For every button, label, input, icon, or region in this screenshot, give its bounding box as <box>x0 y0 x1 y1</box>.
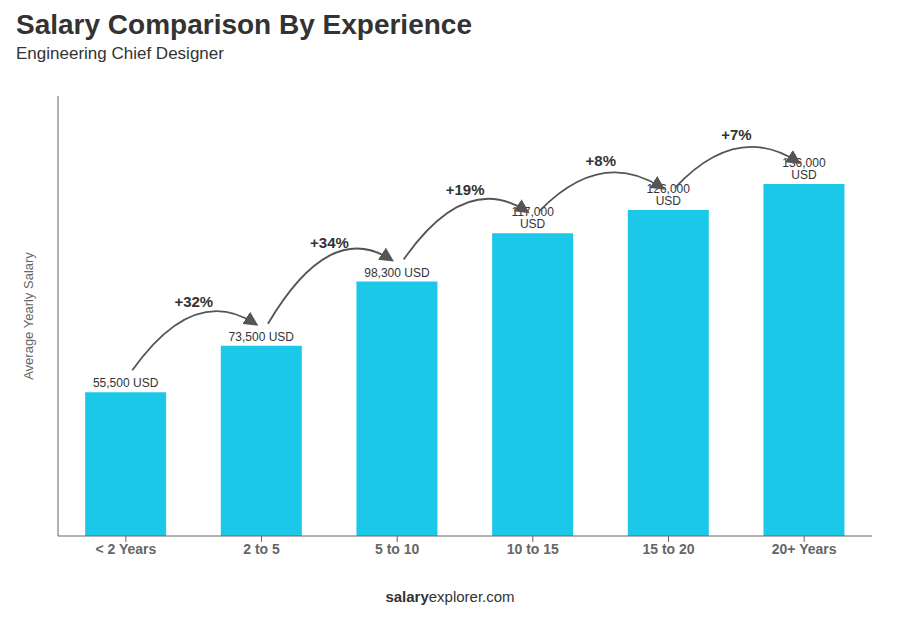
svg-text:+7%: +7% <box>721 126 751 143</box>
svg-text:+8%: +8% <box>586 152 616 169</box>
svg-text:10 to 15: 10 to 15 <box>507 541 559 557</box>
svg-text:+34%: +34% <box>310 234 349 251</box>
html-text:Engineering Chief Designer: Engineering Chief Designer <box>16 44 224 63</box>
html-text:Salary Comparison By Experienc: Salary Comparison By Experience <box>16 9 472 40</box>
svg-text:117,000USD: 117,000USD <box>511 205 554 231</box>
html-text:salary explorer.com: salary explorer.com <box>385 588 515 605</box>
svg-text:73,500 USD: 73,500 USD <box>229 330 295 344</box>
svg-text:Average Yearly Salary: Average Yearly Salary <box>21 252 36 380</box>
svg-text:+32%: +32% <box>174 293 213 310</box>
svg-text:+19%: +19% <box>446 181 485 198</box>
svg-text:2 to 5: 2 to 5 <box>243 541 280 557</box>
svg-text:136,000USD: 136,000USD <box>782 156 826 182</box>
svg-text:< 2 Years: < 2 Years <box>95 541 156 557</box>
svg-text:55,500 USD: 55,500 USD <box>93 376 159 390</box>
svg-text:126,000USD: 126,000USD <box>647 182 691 208</box>
svg-text:15 to 20: 15 to 20 <box>642 541 694 557</box>
svg-text:98,300 USD: 98,300 USD <box>364 266 430 280</box>
svg-text:5 to 10: 5 to 10 <box>375 541 420 557</box>
svg-text:20+ Years: 20+ Years <box>772 541 837 557</box>
